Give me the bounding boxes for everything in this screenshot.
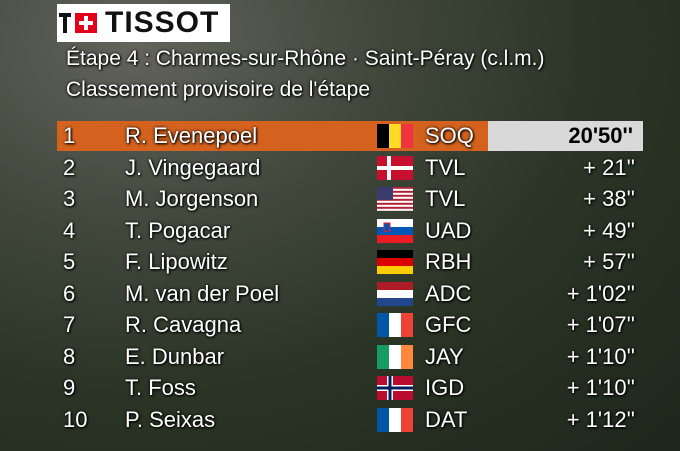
time: + 1'07'' [566,312,635,337]
flag-icon [377,124,413,148]
rider-name: M. van der Poel [125,280,280,306]
flag [377,313,413,337]
highlight-bar [57,121,488,151]
flag-icon [377,187,413,211]
flag-icon [377,376,413,400]
rank: 5 [63,249,76,274]
rider-name: T. Foss [125,375,196,400]
rider-name: M. Jorgenson [125,186,259,211]
flag-icon [377,281,413,306]
rank: 1 [63,123,76,148]
team: SOQ [425,123,474,148]
rank: 9 [63,375,76,400]
flag-icon [377,407,413,432]
team: RBH [425,249,472,274]
time: + 57'' [583,249,635,274]
flag [377,344,413,369]
rider-name: P. Seixas [125,406,216,432]
flag-icon [377,344,413,369]
logo: TISSOT [57,4,230,42]
rider-name: T. Pogacar [125,217,231,243]
flag [377,250,413,274]
rank: 8 [63,343,76,369]
flag-icon [377,313,413,337]
team: TVL [425,186,466,211]
team: TVL [425,154,466,180]
rank: 6 [63,280,76,306]
time: + 38'' [583,186,635,211]
time: + 1'12'' [566,406,635,432]
flag-icon [377,218,413,243]
time: + 1'02'' [566,280,635,306]
team: JAY [425,343,464,369]
rider-name: J. Vingegaard [125,154,261,180]
flag [377,376,413,400]
flag [377,218,413,243]
rider-name: F. Lipowitz [125,249,228,274]
team: GFC [425,312,472,337]
flag [377,187,413,211]
team: ADC [425,280,472,306]
flag [377,281,413,306]
team: DAT [425,406,468,432]
time: + 21'' [583,154,635,180]
flag-icon [377,155,413,180]
flag [377,407,413,432]
time: + 49'' [583,217,635,243]
team: IGD [425,375,465,400]
team: UAD [425,217,472,243]
logo-icon [59,13,97,33]
rank: 10 [63,406,88,432]
rank: 7 [63,312,76,337]
flag [377,155,413,180]
rank: 3 [63,186,76,211]
subtitle: Classement provisoire de l'étape [66,78,370,101]
flag-icon [377,250,413,274]
rank: 2 [63,154,76,180]
rider-name: R. Cavagna [125,312,242,337]
rider-name: E. Dunbar [125,343,225,369]
time: 20'50'' [488,121,643,151]
rider-name: R. Evenepoel [125,123,258,148]
brand: TISSOT [105,6,220,39]
flag [377,124,413,148]
title: Étape 4 : Charmes-sur-Rhône · Saint-Péra… [66,47,545,70]
time: + 1'10'' [566,343,635,369]
time: + 1'10'' [566,375,635,400]
rank: 4 [63,217,76,243]
